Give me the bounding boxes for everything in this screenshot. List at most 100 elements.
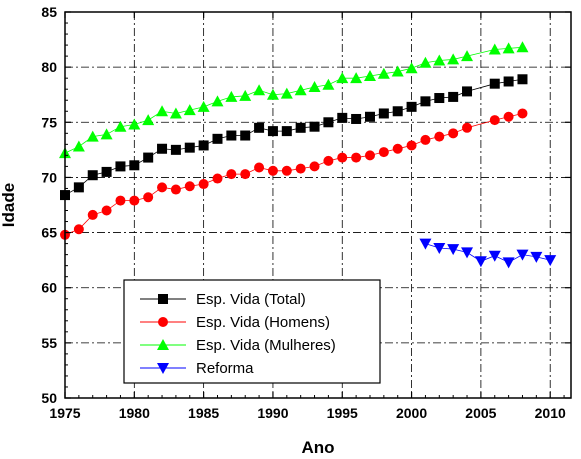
data-point [544, 255, 557, 267]
legend-marker [157, 363, 169, 374]
data-point [226, 130, 237, 141]
data-point [323, 117, 334, 128]
data-point [516, 249, 529, 261]
data-point [183, 104, 196, 116]
data-point [434, 131, 445, 142]
y-axis-title: Idade [0, 183, 18, 227]
data-point [143, 152, 154, 163]
x-tick-label: 1995 [327, 405, 358, 421]
data-point [503, 76, 514, 87]
data-point [405, 62, 418, 74]
series-line [425, 243, 551, 263]
data-point [198, 179, 209, 190]
series-3 [419, 238, 557, 269]
data-point [73, 224, 84, 235]
data-point [419, 56, 432, 68]
legend: Esp. Vida (Total) Esp. Vida (Homens) Esp. … [123, 279, 381, 384]
data-point [448, 128, 459, 139]
x-tick-label: 2010 [535, 405, 566, 421]
data-point [530, 251, 543, 263]
data-series [59, 41, 557, 269]
y-tick-label: 50 [41, 390, 57, 406]
data-point [337, 112, 348, 123]
data-point [433, 243, 446, 255]
data-point [364, 150, 375, 161]
data-point [226, 169, 237, 180]
data-point [502, 257, 515, 269]
y-tick-label: 85 [41, 4, 57, 20]
data-point [115, 195, 126, 206]
legend-item: Esp. Vida (Total) [140, 291, 306, 308]
data-point [502, 42, 515, 54]
data-point [434, 93, 445, 104]
data-point [254, 122, 265, 133]
data-point [170, 144, 181, 155]
data-point [420, 96, 431, 107]
legend-label: Esp. Vida (Homens) [196, 314, 330, 331]
data-point [337, 152, 348, 163]
y-tick-label: 70 [41, 169, 57, 185]
legend-item: Esp. Vida (Mulheres) [140, 337, 336, 354]
data-point [156, 105, 169, 117]
data-point [351, 152, 362, 163]
data-point [294, 84, 307, 96]
data-point [184, 142, 195, 153]
data-point [517, 108, 528, 119]
data-point [212, 133, 223, 144]
data-point [433, 54, 446, 66]
data-point [86, 130, 99, 142]
series-1 [60, 108, 528, 240]
data-point [267, 165, 278, 176]
data-point [474, 256, 487, 268]
y-tick-label: 65 [41, 225, 57, 241]
data-point [448, 91, 459, 102]
data-point [351, 113, 362, 124]
data-point [128, 118, 141, 130]
data-point [309, 161, 320, 172]
data-point [170, 184, 181, 195]
x-tick-label: 1990 [257, 405, 288, 421]
legend-label: Esp. Vida (Total) [196, 291, 306, 308]
data-point [280, 87, 293, 99]
data-point [101, 166, 112, 177]
data-point [391, 65, 404, 77]
data-point [350, 72, 363, 84]
data-point [211, 95, 224, 107]
data-point [295, 163, 306, 174]
data-point [87, 170, 98, 181]
data-point [447, 53, 460, 65]
data-point [198, 140, 209, 151]
data-point [364, 111, 375, 122]
data-point [419, 238, 432, 250]
data-point [322, 78, 335, 90]
data-point [129, 160, 140, 171]
data-point [503, 111, 514, 122]
data-point [101, 205, 112, 216]
y-tick-label: 75 [41, 114, 57, 130]
data-point [309, 121, 320, 132]
data-point [239, 89, 252, 101]
data-point [461, 247, 474, 259]
data-point [420, 134, 431, 145]
data-point [240, 130, 251, 141]
series-2 [59, 41, 529, 159]
data-point [266, 88, 279, 100]
data-point [406, 140, 417, 151]
x-tick-label: 1975 [49, 405, 80, 421]
data-point [129, 195, 140, 206]
data-point [392, 143, 403, 154]
axes: 1975 1980 1985 1990 1995 2000 2005 2010 50 55 60 65… [41, 4, 571, 421]
data-point [308, 80, 321, 92]
data-point [406, 101, 417, 112]
series-0 [60, 74, 528, 201]
x-tick-label: 2005 [465, 405, 496, 421]
legend-label: Reforma [196, 360, 254, 377]
data-point [461, 50, 474, 62]
data-point [377, 67, 390, 79]
data-point [323, 155, 334, 166]
legend-marker [158, 294, 168, 304]
data-point [87, 209, 98, 220]
data-point [462, 86, 473, 97]
data-point [363, 69, 376, 81]
data-point [157, 182, 168, 193]
